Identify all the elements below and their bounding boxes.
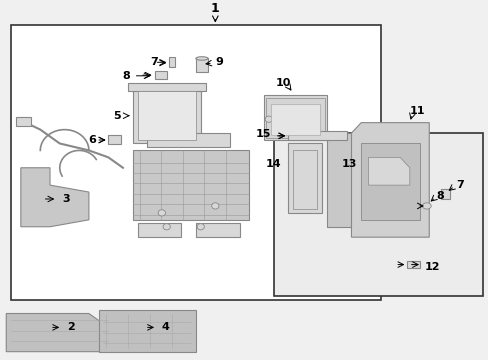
Text: 6: 6 — [88, 135, 96, 145]
Bar — [273, 133, 482, 296]
Bar — [154, 71, 166, 79]
Bar — [137, 91, 196, 140]
Bar — [108, 135, 120, 144]
Bar — [147, 133, 229, 147]
Bar — [292, 150, 317, 210]
Text: 3: 3 — [62, 194, 70, 204]
Bar — [16, 117, 30, 126]
Bar — [271, 104, 319, 135]
Text: 7: 7 — [150, 57, 158, 67]
Bar — [196, 58, 207, 72]
Bar — [361, 144, 419, 220]
Ellipse shape — [163, 224, 170, 230]
Text: 8: 8 — [436, 190, 444, 201]
Bar — [127, 83, 205, 91]
Text: 2: 2 — [67, 323, 75, 332]
Ellipse shape — [422, 203, 430, 209]
Bar — [287, 131, 346, 140]
Bar — [441, 189, 449, 199]
Ellipse shape — [197, 224, 204, 230]
Text: 12: 12 — [424, 262, 439, 272]
Bar — [287, 144, 322, 213]
Bar — [99, 310, 196, 352]
Ellipse shape — [299, 120, 306, 126]
Text: 14: 14 — [265, 159, 281, 169]
Bar — [264, 95, 326, 140]
Text: 1: 1 — [210, 2, 219, 15]
Bar — [11, 26, 380, 300]
Polygon shape — [368, 157, 409, 185]
Bar — [266, 98, 324, 138]
Text: 4: 4 — [162, 323, 169, 332]
Ellipse shape — [264, 116, 272, 122]
Text: 10: 10 — [276, 78, 291, 88]
Bar — [169, 58, 175, 67]
Text: 5: 5 — [113, 111, 120, 121]
Text: 8: 8 — [122, 71, 130, 81]
Bar — [137, 223, 181, 237]
Ellipse shape — [211, 203, 219, 209]
Bar — [326, 133, 351, 227]
Ellipse shape — [196, 57, 207, 60]
Bar — [132, 150, 249, 220]
Ellipse shape — [158, 210, 165, 216]
Text: 11: 11 — [409, 105, 425, 116]
Text: 15: 15 — [255, 129, 271, 139]
Polygon shape — [21, 168, 89, 227]
Bar — [132, 88, 201, 144]
Bar — [196, 223, 239, 237]
Polygon shape — [351, 123, 428, 237]
Polygon shape — [6, 314, 118, 352]
Bar — [407, 261, 419, 269]
Text: 7: 7 — [455, 180, 463, 190]
Text: 13: 13 — [341, 159, 356, 169]
Text: 9: 9 — [215, 57, 223, 67]
